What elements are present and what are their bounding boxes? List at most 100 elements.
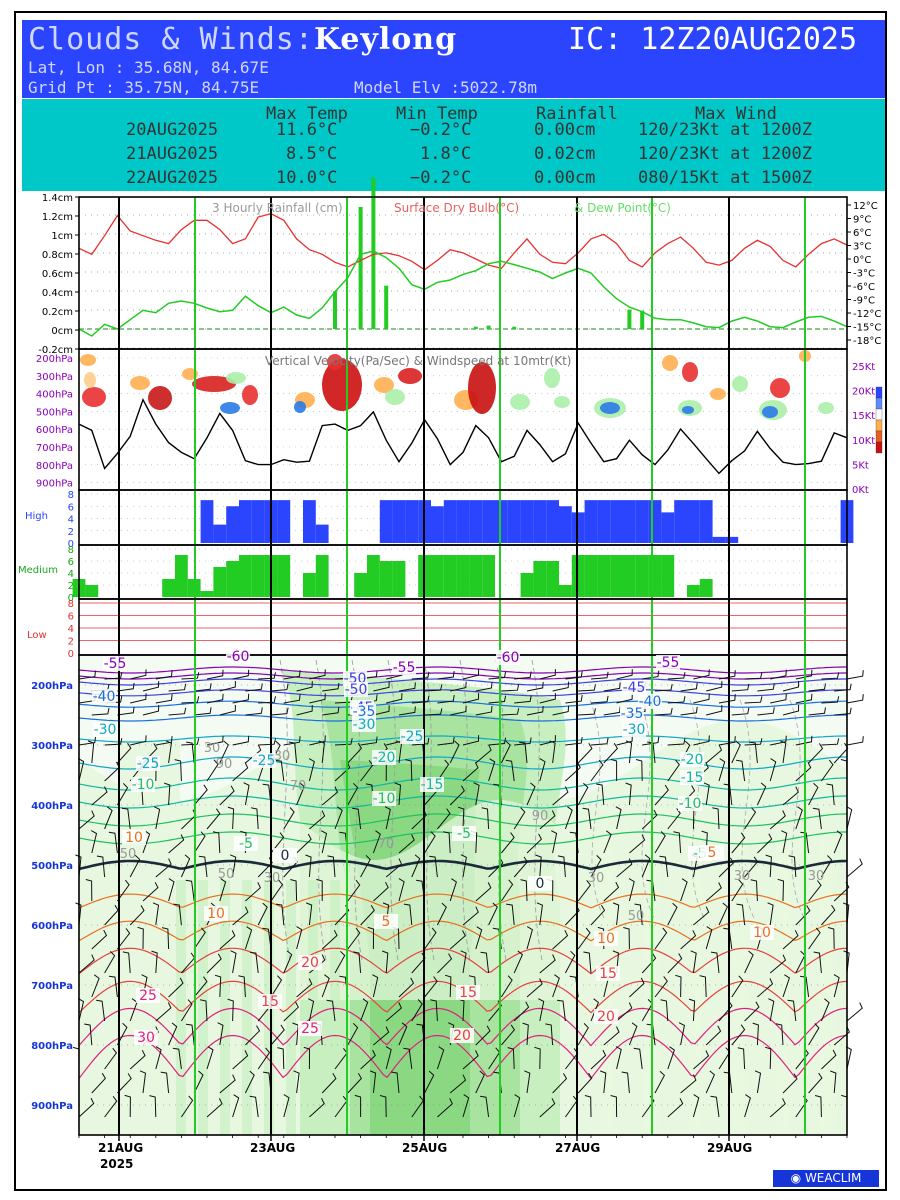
wind-barb [780, 740, 787, 764]
wind-barb [821, 738, 840, 746]
wind-barb [659, 855, 669, 878]
rain-bar [640, 310, 645, 329]
temp-tick-label: -15°C [853, 323, 881, 334]
wind-barb [449, 785, 465, 806]
wind-barb [117, 682, 135, 692]
temperature-contour-label: -40 [93, 689, 116, 705]
wind-barb [615, 806, 622, 830]
wind-barb [481, 807, 490, 830]
wind-barb [217, 1022, 224, 1046]
high-cloud-bar [251, 500, 265, 543]
humidity-band [688, 840, 702, 1135]
wind-barb [232, 693, 250, 704]
wind-barb [582, 807, 592, 830]
wind-barb [680, 706, 698, 716]
wind-barb [610, 758, 618, 781]
wind-barb [258, 738, 276, 746]
temperature-contour-label: 15 [599, 966, 617, 982]
wind-barb [142, 681, 160, 692]
wind-barb [475, 926, 483, 950]
wind-barb [616, 693, 633, 704]
high-cloud-bar [687, 500, 700, 543]
row-date: 20AUG2025 [126, 120, 219, 140]
rh-contour-label: 30 [204, 741, 221, 756]
wind-barb [206, 1046, 214, 1070]
wind-barb [612, 902, 620, 926]
wind-barb [283, 1001, 299, 1022]
temperature-label-bg [92, 689, 116, 704]
wind-barb [731, 975, 744, 998]
vertical-velocity-cell [220, 402, 240, 414]
wind-barb [360, 998, 369, 1022]
medium-cloud-bar [392, 561, 406, 597]
medium-cloud-bar [623, 555, 636, 597]
row-max-wind: 120/23Kt at 1200Z [638, 144, 812, 164]
wind-barb [172, 1047, 182, 1070]
wind-barb [258, 696, 276, 704]
wind-barb [621, 1071, 630, 1094]
wind-barb [96, 999, 106, 1022]
wind-barb [347, 879, 361, 902]
wind-barb [245, 1025, 261, 1046]
wind-barb [699, 975, 707, 998]
wind-barb [577, 1023, 589, 1046]
wind-barb [625, 782, 632, 806]
windspeed-line [78, 397, 848, 475]
wind-barb [290, 879, 298, 902]
medium-cloud-bar [533, 561, 547, 597]
rain-bar [473, 326, 478, 329]
wind-barb [552, 929, 569, 950]
wind-barb [705, 1025, 722, 1046]
wind-barb [705, 1070, 716, 1094]
wind-barb [501, 1024, 516, 1046]
wind-barb [168, 707, 187, 716]
wind-barb [104, 738, 123, 746]
wind-barb [78, 810, 95, 830]
temperature-label-bg [750, 925, 774, 940]
wind-barb [667, 808, 681, 830]
wind-barb [578, 684, 596, 692]
pressure-label: 300hPa [31, 741, 73, 752]
row-max-temp: 8.5°C [286, 144, 338, 164]
wind-barb [764, 1046, 772, 1070]
wind-barb [654, 708, 673, 716]
wind-barb [142, 705, 160, 716]
row-min-temp: 1.8°C [420, 144, 472, 164]
wind-barb [296, 978, 313, 998]
wind-barb [846, 1002, 863, 1022]
wind-barb [565, 761, 581, 782]
rain-tick-label: 1.4cm [42, 193, 73, 204]
wind-barb [308, 758, 315, 782]
medium-cloud-bar [469, 555, 483, 597]
wind-barb [625, 740, 633, 764]
wind-barb [394, 782, 402, 806]
temperature-contour-label: 15 [459, 985, 477, 1001]
wind-barb [385, 858, 403, 878]
temperature-label-bg [298, 955, 322, 970]
rh-contour-label: 30 [588, 871, 605, 886]
wind-barb [142, 830, 151, 854]
medium-cloud-tick-label: 6 [68, 557, 74, 568]
wind-barb [173, 903, 182, 926]
wind-barb [564, 806, 573, 830]
wind-barb [372, 974, 379, 998]
rh-contour-label: 30 [808, 869, 825, 884]
model-elevation: Model Elv :5022.78m [354, 78, 538, 97]
temperature-label-bg [103, 656, 127, 671]
rh-contour [589, 699, 606, 921]
wind-barb [769, 954, 787, 974]
wind-barb [539, 735, 556, 746]
wind-barb [782, 930, 799, 950]
wind-barb [603, 830, 612, 854]
wind-barb [744, 1001, 760, 1022]
wind-barb [385, 1046, 392, 1070]
wind-barb [386, 693, 403, 704]
wind-barb [155, 670, 173, 680]
wind-barb [500, 740, 511, 764]
wind-barb [206, 759, 219, 782]
low-cloud-tick-label: 6 [68, 612, 74, 623]
medium-cloud-tick-label: 0 [68, 593, 74, 604]
wind-barb [513, 807, 526, 830]
wind-barb [744, 672, 763, 680]
wind-barb [833, 830, 843, 854]
